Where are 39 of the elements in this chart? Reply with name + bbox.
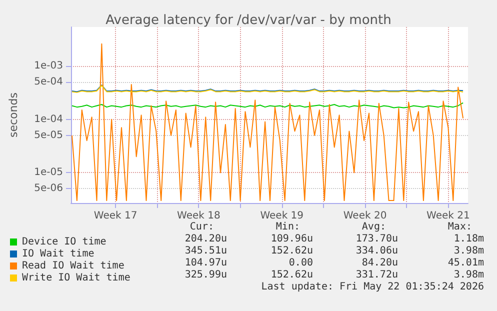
legend-label: IO Wait time (22, 248, 94, 260)
chart-title: Average latency for /dev/var/var - by month (106, 13, 392, 28)
text: 3.98m (454, 270, 484, 280)
text: 1.18m (454, 234, 484, 244)
text: Last update: Fri May 22 01:35:24 2026 (261, 282, 484, 292)
text: Cur: (190, 222, 214, 232)
y-tick-label: 5e-04 (34, 76, 63, 88)
text: 173.70u (356, 234, 398, 244)
x-tick-label: Week 17 (94, 210, 138, 222)
text: 325.99u (184, 270, 227, 280)
legend-label: Write IO Wait time (22, 272, 130, 284)
text: 84.20u (362, 258, 398, 268)
y-tick-label: 1e-04 (34, 114, 63, 125)
text: Max: (448, 222, 472, 232)
y-tick-label: 5e-06 (34, 183, 63, 194)
y-tick-label: 5e-05 (34, 130, 63, 141)
legend-label: Device IO time (22, 236, 106, 248)
x-tick-label: Week 21 (426, 210, 470, 222)
text: 345.51u (184, 246, 227, 256)
line-series (71, 43, 464, 202)
x-tick-label: Week 20 (343, 210, 387, 222)
legend-label: Read IO Wait time (22, 260, 124, 272)
text: 104.97u (184, 258, 227, 268)
text: 3.98m (454, 246, 484, 256)
text: 0.00 (288, 258, 313, 268)
text: 331.72u (356, 270, 398, 280)
text: Min: (276, 222, 300, 232)
y-axis-title: seconds (7, 92, 20, 138)
text: 152.62u (270, 270, 313, 280)
text: 334.06u (356, 246, 398, 256)
text: 152.62u (270, 246, 313, 256)
x-tick-label: Week 19 (260, 210, 304, 222)
y-tick-label: 1e-03 (34, 60, 63, 72)
x-tick-label: Week 18 (177, 210, 220, 222)
y-tick-label: 1e-05 (34, 167, 63, 178)
text: 109.96u (270, 234, 313, 244)
text: 45.01m (448, 258, 484, 268)
text: 204.20u (184, 234, 227, 244)
text: Avg: (362, 222, 386, 232)
